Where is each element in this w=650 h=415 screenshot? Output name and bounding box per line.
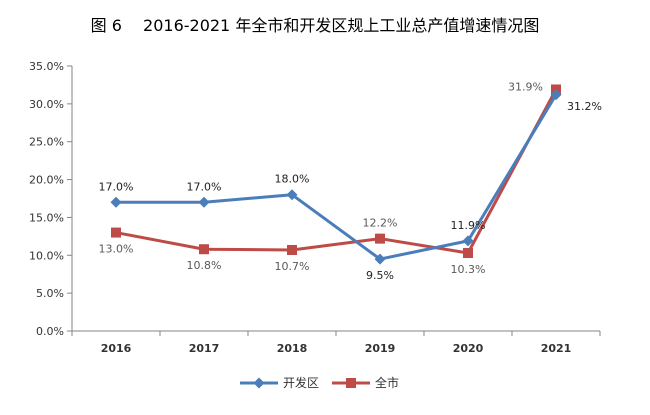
legend-label: 开发区 bbox=[283, 375, 319, 390]
x-tick-label: 2017 bbox=[189, 342, 220, 355]
x-tick-label: 2016 bbox=[101, 342, 132, 355]
diamond-marker bbox=[198, 196, 210, 208]
y-tick-label: 15.0% bbox=[29, 211, 64, 224]
legend: 开发区 全市 bbox=[240, 375, 399, 390]
diamond-marker bbox=[550, 89, 562, 101]
legend-diamond-marker bbox=[253, 377, 265, 389]
series-layer bbox=[110, 84, 562, 265]
data-label: 18.0% bbox=[275, 173, 310, 186]
y-tick-label: 35.0% bbox=[29, 60, 64, 73]
data-label: 10.3% bbox=[451, 263, 486, 276]
diamond-marker bbox=[462, 235, 474, 247]
legend-label: 全市 bbox=[375, 375, 399, 390]
x-tick-label: 2019 bbox=[365, 342, 396, 355]
square-marker bbox=[375, 233, 385, 244]
data-label: 17.0% bbox=[187, 180, 222, 193]
data-label: 10.8% bbox=[187, 259, 222, 272]
legend-square-marker bbox=[346, 378, 356, 388]
data-label: 9.5% bbox=[366, 269, 394, 282]
square-marker bbox=[463, 248, 473, 259]
x-tick-label: 2020 bbox=[453, 342, 484, 355]
y-tick-label: 0.0% bbox=[36, 325, 64, 338]
y-tick-label: 30.0% bbox=[29, 98, 64, 111]
data-label: 12.2% bbox=[363, 217, 398, 230]
series-开发区 bbox=[110, 89, 562, 265]
diamond-marker bbox=[286, 189, 298, 201]
y-tick-label: 5.0% bbox=[36, 287, 64, 300]
series-全市 bbox=[111, 84, 561, 259]
data-label: 11.9% bbox=[451, 219, 486, 232]
square-marker bbox=[287, 244, 297, 255]
data-labels: 17.0% 17.0% 18.0% 9.5% 11.9% 31.2% 13.0% 10.8% 1… bbox=[99, 80, 602, 282]
data-label: 13.0% bbox=[99, 243, 134, 256]
series-line bbox=[115, 88, 558, 255]
data-label: 10.7% bbox=[275, 260, 310, 273]
series-line bbox=[116, 93, 558, 261]
data-label: 31.9% bbox=[508, 80, 543, 93]
axes: 0.0% 5.0% 10.0% 15.0% 20.0% 25.0% 30.0% 35.0% 20… bbox=[29, 60, 601, 355]
data-label: 31.2% bbox=[567, 100, 602, 113]
legend-item: 全市 bbox=[332, 375, 399, 390]
data-label: 17.0% bbox=[99, 180, 134, 193]
square-marker bbox=[199, 244, 209, 255]
x-tick-label: 2021 bbox=[541, 342, 572, 355]
x-tick-label: 2018 bbox=[277, 342, 308, 355]
legend-item: 开发区 bbox=[240, 375, 319, 390]
y-tick-label: 20.0% bbox=[29, 174, 64, 187]
y-tick-label: 25.0% bbox=[29, 136, 64, 149]
diamond-marker bbox=[110, 196, 122, 208]
diamond-marker bbox=[374, 253, 386, 265]
y-tick-label: 10.0% bbox=[29, 249, 64, 262]
square-marker bbox=[111, 227, 121, 238]
chart-title: 图 6 2016-2021 年全市和开发区规上工业总产值增速情况图 bbox=[91, 16, 540, 35]
